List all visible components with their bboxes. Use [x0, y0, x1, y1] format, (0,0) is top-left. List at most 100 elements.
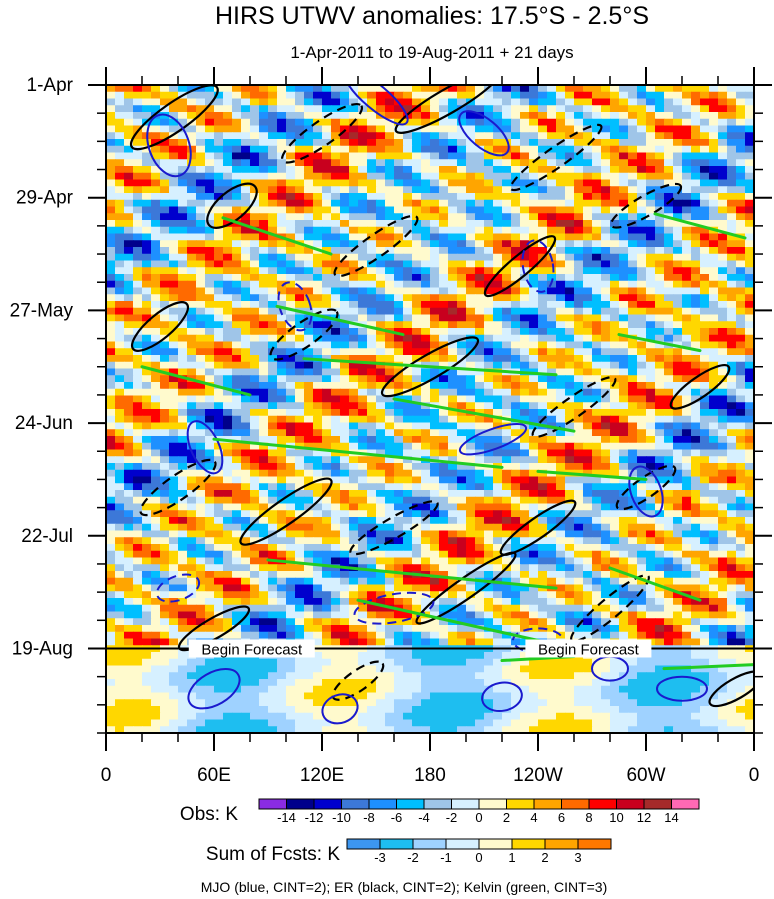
heatmap-cell [268, 382, 278, 390]
heatmap-cell [313, 139, 323, 147]
heatmap-cell [610, 402, 620, 410]
heatmap-cell [160, 193, 170, 201]
heatmap-cell [718, 159, 728, 167]
heatmap-cell [151, 139, 161, 147]
heatmap-cell [394, 436, 404, 444]
heatmap-cell [646, 159, 656, 167]
heatmap-cell [637, 517, 647, 525]
heatmap-cell [187, 395, 197, 403]
heatmap-cell [673, 280, 683, 289]
heatmap-cell [367, 172, 377, 181]
heatmap-cell [142, 402, 152, 410]
heatmap-cell [466, 301, 476, 309]
heatmap-cell [547, 294, 557, 302]
heatmap-cell [637, 145, 647, 154]
heatmap-cell [322, 476, 332, 484]
heatmap-cell [358, 213, 368, 221]
heatmap-cell [169, 307, 179, 316]
heatmap-cell [637, 179, 647, 187]
heatmap-cell [502, 395, 512, 403]
heatmap-cell [448, 118, 458, 127]
heatmap-cell [556, 409, 566, 417]
heatmap-cell [538, 429, 548, 437]
heatmap-cell [241, 436, 251, 444]
heatmap-cell [178, 361, 188, 370]
heatmap-cell [457, 213, 467, 221]
heatmap-cell [574, 301, 584, 309]
heatmap-cell [115, 510, 125, 518]
heatmap-cell [439, 105, 449, 113]
heatmap-cell [673, 233, 683, 241]
heatmap-cell [502, 503, 512, 511]
heatmap-cell [385, 415, 395, 424]
heatmap-cell [133, 517, 143, 525]
heatmap-cell [736, 496, 746, 505]
heatmap-cell [664, 314, 674, 322]
heatmap-cell [385, 118, 395, 127]
heatmap-cell [403, 260, 413, 268]
heatmap-cell [574, 307, 584, 316]
heatmap-cell [304, 247, 314, 255]
heatmap-cell [673, 145, 683, 154]
heatmap-cell [583, 118, 593, 127]
heatmap-cell [322, 388, 332, 397]
heatmap-cell [250, 186, 260, 194]
heatmap-cell [223, 456, 233, 464]
heatmap-cell [178, 240, 188, 248]
heatmap-cell [412, 368, 422, 376]
heatmap-cell [385, 206, 395, 214]
heatmap-cell [403, 159, 413, 167]
heatmap-cell [241, 341, 251, 349]
heatmap-cell [349, 213, 359, 221]
heatmap-cell [331, 449, 341, 457]
heatmap-cell [412, 206, 422, 214]
heatmap-cell [142, 287, 152, 295]
heatmap-cell [673, 247, 683, 255]
heatmap-cell [358, 166, 368, 174]
heatmap-cell [259, 355, 269, 363]
heatmap-cell [457, 301, 467, 309]
heatmap-cell [439, 544, 449, 552]
heatmap-cell [430, 220, 440, 228]
heatmap-cell [394, 301, 404, 309]
heatmap-cell [241, 152, 251, 160]
heatmap-cell [286, 537, 296, 545]
heatmap-cell [169, 85, 179, 93]
heatmap-cell [709, 213, 719, 221]
heatmap-cell [610, 314, 620, 322]
heatmap-cell [178, 388, 188, 397]
heatmap-cell [214, 523, 224, 532]
heatmap-cell [466, 314, 476, 322]
heatmap-cell [601, 328, 611, 336]
heatmap-cell [142, 321, 152, 329]
heatmap-cell [538, 206, 548, 214]
heatmap-cell [214, 422, 224, 430]
heatmap-cell [484, 321, 494, 329]
heatmap-cell [124, 85, 134, 93]
heatmap-cell [178, 341, 188, 349]
heatmap-cell [664, 537, 674, 545]
heatmap-cell [655, 355, 665, 363]
heatmap-cell [448, 510, 458, 518]
heatmap-cell [601, 294, 611, 302]
heatmap-cell [592, 388, 602, 397]
heatmap-cell [340, 550, 350, 559]
heatmap-cell [475, 139, 485, 147]
heatmap-cell [358, 220, 368, 228]
heatmap-cell [592, 409, 602, 417]
heatmap-cell [574, 220, 584, 228]
heatmap-cell [466, 368, 476, 376]
heatmap-cell [259, 321, 269, 329]
heatmap-cell [448, 206, 458, 214]
heatmap-cell [565, 240, 575, 248]
heatmap-cell [520, 483, 530, 491]
heatmap-cell [592, 395, 602, 403]
heatmap-cell [169, 294, 179, 302]
heatmap-cell [340, 415, 350, 424]
heatmap-cell [745, 213, 754, 221]
chart-title: HIRS UTWV anomalies: 17.5°S - 2.5°S [215, 2, 649, 30]
heatmap-cell [124, 132, 134, 140]
heatmap-cell [664, 361, 674, 370]
heatmap-cell [457, 510, 467, 518]
heatmap-cell [349, 382, 359, 390]
